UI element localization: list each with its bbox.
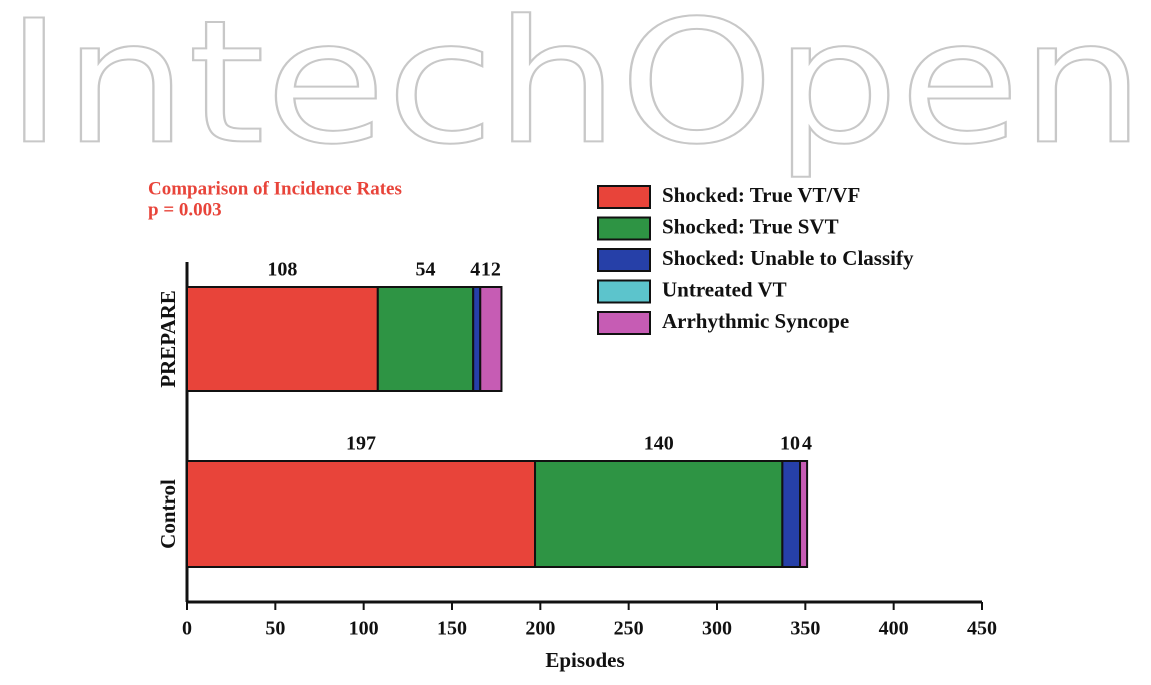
bar-segment — [479, 286, 503, 392]
bar-segment — [186, 460, 537, 568]
legend-swatch — [597, 248, 651, 272]
value-label: 10 — [780, 433, 800, 455]
value-label: 54 — [416, 259, 436, 281]
value-label: 108 — [267, 259, 297, 281]
x-tick-label: 200 — [525, 618, 555, 640]
bar-segment — [376, 286, 475, 392]
value-label: 197 — [346, 433, 376, 455]
x-tick-label: 150 — [437, 618, 467, 640]
legend-label: Untreated VT — [662, 277, 787, 301]
bar-segment — [472, 286, 482, 392]
value-label: 4 — [802, 433, 812, 455]
x-tick-label: 100 — [349, 618, 379, 640]
value-label: 12 — [481, 259, 501, 281]
x-tick-label: 0 — [182, 618, 192, 640]
legend-label: Shocked: Unable to Classify — [662, 246, 914, 270]
chart-title: Comparison of Incidence Rates — [148, 178, 402, 199]
legend-label: Shocked: True VT/VF — [662, 183, 860, 207]
legend-label: Shocked: True SVT — [662, 214, 839, 238]
legend-swatch — [597, 311, 651, 335]
x-tick-label: 350 — [790, 618, 820, 640]
x-axis-label: Episodes — [545, 648, 624, 672]
bar-segment — [534, 460, 784, 568]
bar-segment — [799, 460, 809, 568]
x-tick-label: 450 — [967, 618, 997, 640]
legend-swatch — [597, 185, 651, 209]
bar-segment — [781, 460, 802, 568]
value-label: 4 — [470, 259, 480, 281]
y-tick-label: Control — [156, 479, 180, 549]
x-tick-label: 250 — [614, 618, 644, 640]
value-label: 140 — [644, 433, 674, 455]
bar-segment — [186, 286, 379, 392]
x-tick-label: 300 — [702, 618, 732, 640]
x-tick-label: 50 — [265, 618, 285, 640]
x-tick-label: 400 — [879, 618, 909, 640]
legend-swatch — [597, 279, 651, 304]
legend-swatch — [597, 216, 651, 241]
y-tick-label: PREPARE — [156, 290, 180, 388]
watermark: IntechOpen — [5, 0, 1145, 182]
legend-label: Arrhythmic Syncope — [662, 309, 849, 333]
chart-subtitle: p = 0.003 — [148, 199, 222, 220]
